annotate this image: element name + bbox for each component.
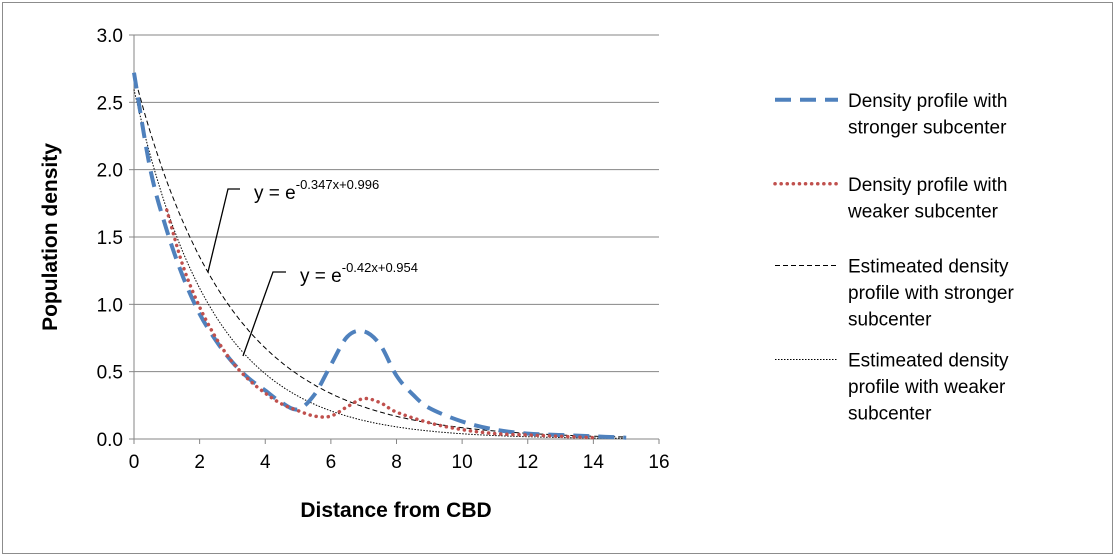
series-line-weaker-subcenter <box>165 208 596 440</box>
x-tick-label: 16 <box>648 452 669 473</box>
plot-area <box>132 72 627 440</box>
x-tick-label: 8 <box>391 452 402 473</box>
legend-label: Estimeated density profile with stronger s… <box>848 257 1014 331</box>
y-axis-ticks: 0.0 0.5 1.0 1.5 2.0 2.5 3.0 <box>97 26 134 451</box>
trendline-stronger <box>133 74 627 438</box>
x-tick-label: 6 <box>326 452 337 473</box>
x-tick-label: 0 <box>129 452 140 473</box>
x-tick-label: 4 <box>260 452 271 473</box>
trendline-equations: y = e-0.347x+0.996 y = e-0.42x+0.954 <box>207 177 418 357</box>
y-tick-label: 2.0 <box>97 161 123 182</box>
y-tick-label: 1.5 <box>97 228 123 249</box>
y-tick-label: 3.0 <box>97 26 123 47</box>
equation-leader-line <box>242 271 286 357</box>
x-tick-label: 10 <box>452 452 473 473</box>
legend-label: Density profile with weaker subcenter <box>847 175 1007 223</box>
x-axis-ticks: 0 2 4 6 8 10 12 14 16 <box>129 439 670 473</box>
y-axis-title: Population density <box>39 143 62 331</box>
legend-label: Density profile with stronger subcenter <box>848 91 1007 139</box>
gridlines <box>134 34 659 373</box>
series-line-stronger-subcenter <box>132 72 627 440</box>
y-tick-label: 0.5 <box>97 363 123 384</box>
trendline-equation: y = e-0.347x+0.996 <box>254 177 379 204</box>
y-tick-label: 1.0 <box>97 295 123 316</box>
y-tick-label: 0.0 <box>97 430 123 451</box>
legend-label: Estimeated density profile with weaker sub… <box>848 351 1009 425</box>
trendline-equation: y = e-0.42x+0.954 <box>300 260 418 287</box>
y-tick-label: 2.5 <box>97 93 123 114</box>
equation-leader-line <box>207 188 240 273</box>
x-axis-title: Distance from CBD <box>300 499 491 522</box>
x-tick-label: 12 <box>517 452 538 473</box>
legend: Density profile with stronger subcenter De… <box>773 91 1014 425</box>
x-tick-label: 14 <box>583 452 605 473</box>
x-tick-label: 2 <box>194 452 205 473</box>
